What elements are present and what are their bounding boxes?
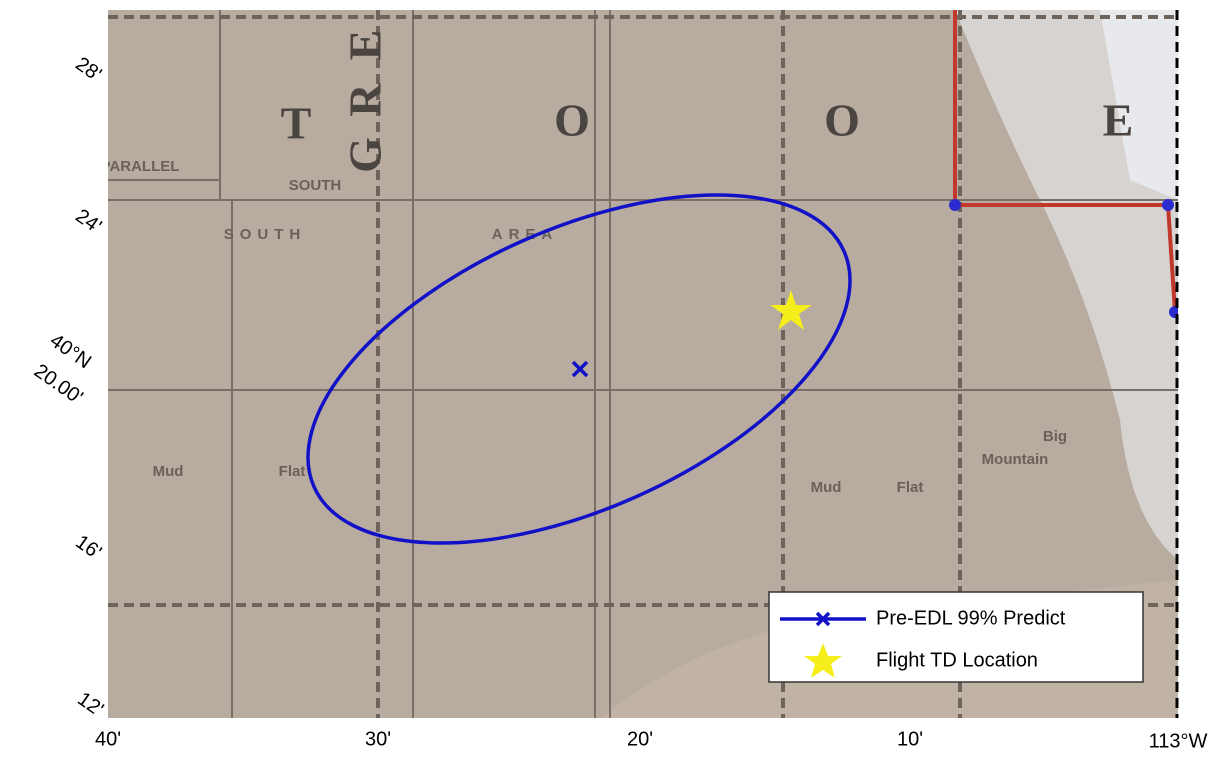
map-label: O: [554, 95, 590, 146]
map-label: Flat: [279, 463, 306, 480]
y-tick-label: 24': [71, 205, 105, 238]
map-label: SOUTH: [289, 177, 342, 194]
map-figure: T O O E G R E SOUTH AREA PARALLEL SOUTH …: [0, 0, 1230, 759]
map-label: G: [340, 137, 391, 173]
map-label: E: [1103, 95, 1134, 146]
legend-label: Flight TD Location: [876, 649, 1038, 671]
map-label: O: [824, 95, 860, 146]
legend: Pre-EDL 99% Predict Flight TD Location: [769, 592, 1143, 682]
map-label: PARALLEL: [101, 158, 180, 175]
map-label: Mud: [153, 463, 184, 480]
legend-label: Pre-EDL 99% Predict: [876, 607, 1066, 629]
y-tick-label: 16': [71, 531, 105, 564]
map-label: Mud: [811, 479, 842, 496]
x-tick-label: 30': [365, 728, 391, 750]
map-label: SOUTH: [224, 226, 307, 243]
x-tick-label: 113°W: [1149, 730, 1208, 752]
x-tick-label: 40': [95, 728, 121, 750]
x-tick-label: 10': [897, 728, 923, 750]
y-axis: 28' 24' 40°N 20.00' 16' 12': [30, 53, 107, 721]
x-tick-label: 20': [627, 728, 653, 750]
map-label: Mountain: [982, 451, 1049, 468]
map-label: E: [340, 30, 391, 61]
map-label: R: [340, 83, 391, 117]
map-label: T: [281, 98, 312, 149]
map-label: Big: [1043, 428, 1067, 445]
map-label: Flat: [897, 479, 924, 496]
y-tick-label: 12': [73, 688, 107, 721]
y-tick-label: 28': [71, 53, 105, 86]
